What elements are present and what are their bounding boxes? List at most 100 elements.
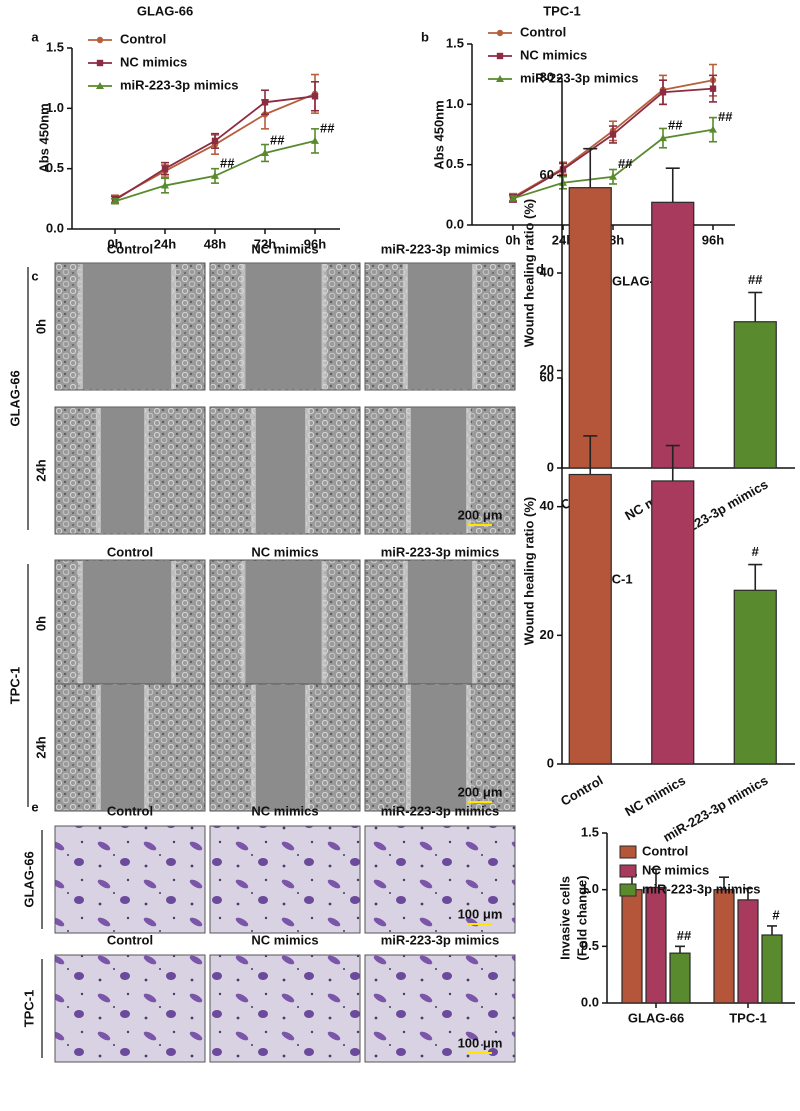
column-label: NC mimics [251, 241, 318, 256]
micrograph [209, 954, 361, 1063]
x-tick-label: 24h [154, 236, 176, 251]
y-tick-label: 1.5 [446, 35, 464, 50]
point [261, 148, 269, 156]
error-bar [583, 147, 598, 188]
column-label: miR-223-3p mimics [381, 803, 500, 818]
row-label: 0h [33, 319, 48, 334]
wound-gap [244, 264, 323, 389]
bar [651, 201, 695, 469]
wound-edge [466, 685, 471, 810]
row-label: 0h [33, 616, 48, 631]
wound-gap [255, 685, 306, 810]
scale-bar-label: 200 μm [458, 784, 503, 799]
legend-label: Control [120, 31, 166, 46]
point [559, 178, 567, 186]
panel-letter: b [421, 29, 429, 44]
y-tick-label: 0.5 [46, 160, 64, 175]
error-bar [675, 945, 685, 954]
point [496, 29, 504, 37]
bar [568, 473, 612, 765]
significance-label: ## [748, 272, 763, 287]
error-bar [719, 876, 729, 890]
column-label: miR-223-3p mimics [381, 241, 500, 256]
wound-gap [100, 685, 145, 810]
x-tick-label: Control [558, 773, 606, 809]
wound-edge [406, 408, 411, 533]
y-tick-label: 0.0 [581, 994, 599, 1009]
panel-letter: c [31, 268, 38, 283]
point [496, 52, 504, 60]
x-tick-label: 96h [304, 236, 326, 251]
point [659, 134, 667, 142]
error-bar [583, 435, 598, 475]
column-label: miR-223-3p mimics [381, 932, 500, 947]
y-tick-label: 0 [547, 755, 554, 770]
chart-title: GLAG-66 [137, 3, 193, 18]
wound-edge [240, 264, 246, 389]
legend-swatch [619, 864, 637, 878]
wound-gap [410, 685, 467, 810]
micrograph [54, 954, 206, 1063]
point [659, 89, 667, 96]
wound-gap [82, 264, 172, 389]
wound-gap [410, 408, 467, 533]
point [709, 85, 717, 92]
column-label: miR-223-3p mimics [381, 544, 500, 559]
point [211, 137, 219, 145]
panel-letter: d [536, 261, 544, 276]
y-tick-label: 0.0 [46, 220, 64, 235]
micrograph [364, 954, 516, 1063]
bar [621, 889, 643, 1004]
error-bar [651, 868, 661, 888]
bar [651, 480, 695, 765]
y-tick-label: 20 [540, 362, 554, 377]
column-label: Control [107, 544, 153, 559]
x-tick-label: 0h [107, 236, 122, 251]
error-bar [665, 167, 680, 203]
panel-letter: e [31, 799, 38, 814]
y-tick-label: 80 [540, 69, 554, 84]
legend-swatch [619, 845, 637, 859]
wound-edge [403, 561, 408, 686]
legend-label: NC mimics [642, 862, 709, 877]
panel-letter: a [31, 29, 39, 44]
significance-label: ## [677, 928, 692, 943]
y-tick-label: 0 [547, 459, 554, 474]
column-label: Control [107, 932, 153, 947]
significance-label: ## [220, 155, 235, 170]
bar [669, 952, 691, 1004]
column-label: NC mimics [251, 544, 318, 559]
error-bar [767, 925, 777, 935]
wound-gap [100, 408, 145, 533]
wound-edge [321, 561, 327, 686]
wound-edge [472, 264, 477, 389]
wound-edge [305, 408, 310, 533]
legend-label: NC mimics [120, 54, 187, 69]
wound-edge [78, 264, 83, 389]
x-tick-label: 24h [552, 232, 574, 247]
x-tick-label: 48h [204, 236, 226, 251]
wound-edge [171, 561, 176, 686]
legend-label: Control [520, 24, 566, 39]
bar [568, 187, 612, 469]
legend-swatch [619, 883, 637, 897]
y-tick-label: 40 [540, 498, 554, 513]
point [559, 166, 567, 173]
wound-edge [96, 685, 101, 810]
point [111, 197, 119, 205]
point [496, 75, 504, 82]
bar [733, 589, 777, 765]
y-tick-label: 0.5 [581, 938, 599, 953]
column-label: NC mimics [251, 803, 318, 818]
point [609, 131, 617, 138]
wound-edge [144, 685, 149, 810]
row-label: 24h [33, 459, 48, 481]
point [96, 59, 104, 67]
wound-edge [78, 561, 83, 686]
wound-gap [255, 408, 306, 533]
x-tick-label: TPC-1 [729, 1010, 767, 1025]
significance-label: ## [718, 109, 733, 124]
y-tick-label: 1.5 [581, 824, 599, 839]
point [311, 136, 319, 144]
y-axis-label: Abs 450nm [431, 100, 446, 169]
